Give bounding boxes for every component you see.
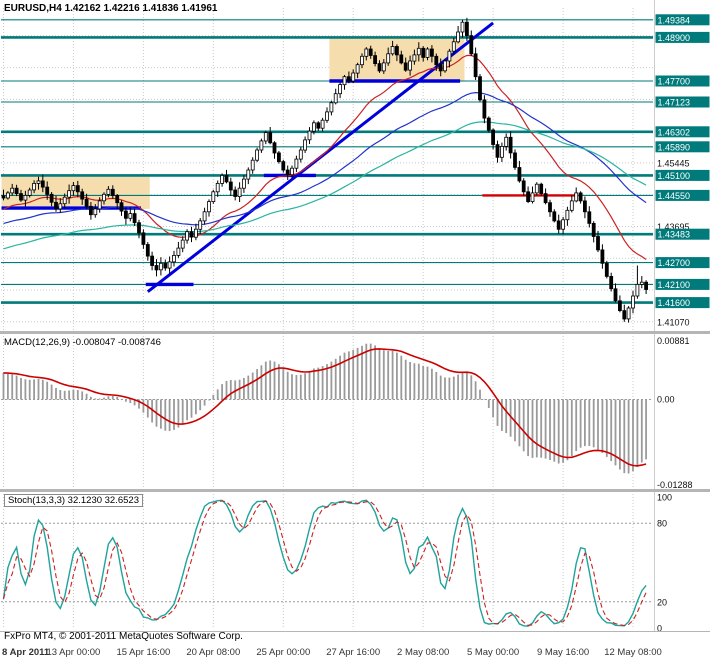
price-level-badge-text: 1.46302 bbox=[658, 127, 691, 137]
macd-axis-label: 0.00 bbox=[657, 395, 675, 405]
price-level-badge-text: 1.45100 bbox=[658, 171, 691, 181]
macd-label[interactable]: MACD(12,26,9) -0.008047 -0.008746 bbox=[4, 337, 161, 348]
price-grid-label: 1.43695 bbox=[657, 222, 690, 232]
moving-averages bbox=[3, 54, 647, 260]
price-grid-label: 1.45445 bbox=[657, 158, 690, 168]
time-axis-label: 8 Apr 2011 bbox=[2, 647, 50, 658]
price-level-badge-text: 1.41600 bbox=[658, 298, 691, 308]
price-level-badge-text: 1.47123 bbox=[658, 98, 691, 108]
price-level-badge-text: 1.42700 bbox=[658, 258, 691, 268]
candles-layer bbox=[1, 17, 648, 323]
price-level-badge-text: 1.48900 bbox=[658, 33, 691, 43]
price-level-badge bbox=[655, 141, 710, 153]
price-level-badge-text: 1.47700 bbox=[658, 77, 691, 87]
time-axis-label: 25 Apr 00:00 bbox=[256, 647, 310, 658]
stoch-axis-label: 80 bbox=[657, 519, 667, 529]
time-axis-label: 5 May 00:00 bbox=[467, 647, 519, 658]
price-level-badge-text: 1.44550 bbox=[658, 191, 691, 201]
price-level-badge bbox=[655, 257, 710, 269]
time-axis-label: 20 Apr 08:00 bbox=[186, 647, 240, 658]
price-level-badge-text: 1.49384 bbox=[658, 15, 691, 25]
macd-signal-line bbox=[3, 348, 647, 467]
price-level-badge bbox=[655, 96, 710, 108]
price-level-badge bbox=[655, 31, 710, 43]
panel-splitter[interactable] bbox=[0, 331, 710, 334]
stoch-axis-label: 20 bbox=[657, 597, 667, 607]
stoch-indicator: 100 80 20 0 bbox=[1, 493, 672, 634]
time-axis-label: 12 May 08:00 bbox=[604, 647, 662, 658]
stoch-label[interactable]: Stoch(13,3,3) 32.1230 32.6523 bbox=[4, 494, 143, 507]
ma-line-89 bbox=[3, 121, 647, 250]
panel-splitter[interactable] bbox=[0, 489, 710, 492]
stoch-axis-label: 0 bbox=[657, 624, 662, 634]
price-level-badge bbox=[655, 75, 710, 87]
price-level-badge bbox=[655, 14, 710, 26]
price-level-badge bbox=[655, 189, 710, 201]
price-grid-label: 1.41070 bbox=[657, 317, 690, 327]
ma-line-55 bbox=[3, 91, 647, 226]
time-axis-divider bbox=[0, 631, 710, 632]
price-axis[interactable]: 1.45445 1.43695 1.41070 1.49384 1.48900 1.477… bbox=[654, 0, 710, 631]
time-axis-label: 27 Apr 16:00 bbox=[326, 647, 380, 658]
time-axis-label: 15 Apr 16:00 bbox=[116, 647, 170, 658]
time-axis-label: 9 May 16:00 bbox=[537, 647, 589, 658]
support-resistance-lines[interactable] bbox=[1, 19, 653, 304]
chart-title: EURUSD,H4 1.42162 1.42216 1.41836 1.4196… bbox=[4, 3, 218, 14]
price-level-badge-text: 1.45890 bbox=[658, 142, 691, 152]
macd-indicator: 0.00881 0.00 -0.01288 bbox=[1, 336, 693, 490]
macd-axis-label: -0.01288 bbox=[657, 480, 693, 490]
price-level-badge bbox=[655, 278, 710, 290]
macd-axis-label: 0.00881 bbox=[657, 336, 690, 346]
price-level-badge bbox=[655, 169, 710, 181]
price-level-badge bbox=[655, 126, 710, 138]
stoch-plot-area[interactable] bbox=[1, 492, 653, 631]
main-plot-area[interactable] bbox=[1, 8, 653, 330]
macd-plot-area[interactable] bbox=[1, 334, 653, 489]
stoch-k-line bbox=[2, 499, 647, 627]
time-axis-label: 13 Apr 00:00 bbox=[46, 647, 100, 658]
copyright-text: FxPro MT4, © 2001-2011 MetaQuotes Softwa… bbox=[4, 631, 243, 642]
time-axis-label: 2 May 08:00 bbox=[397, 647, 449, 658]
price-level-badge bbox=[655, 297, 710, 309]
ma-line-21 bbox=[3, 54, 647, 260]
stoch-axis-label: 100 bbox=[657, 493, 672, 503]
price-level-badge-text: 1.43483 bbox=[658, 230, 691, 240]
price-level-badge bbox=[655, 228, 710, 240]
stoch-d-line bbox=[2, 500, 647, 627]
price-level-badge-text: 1.42100 bbox=[658, 280, 691, 290]
